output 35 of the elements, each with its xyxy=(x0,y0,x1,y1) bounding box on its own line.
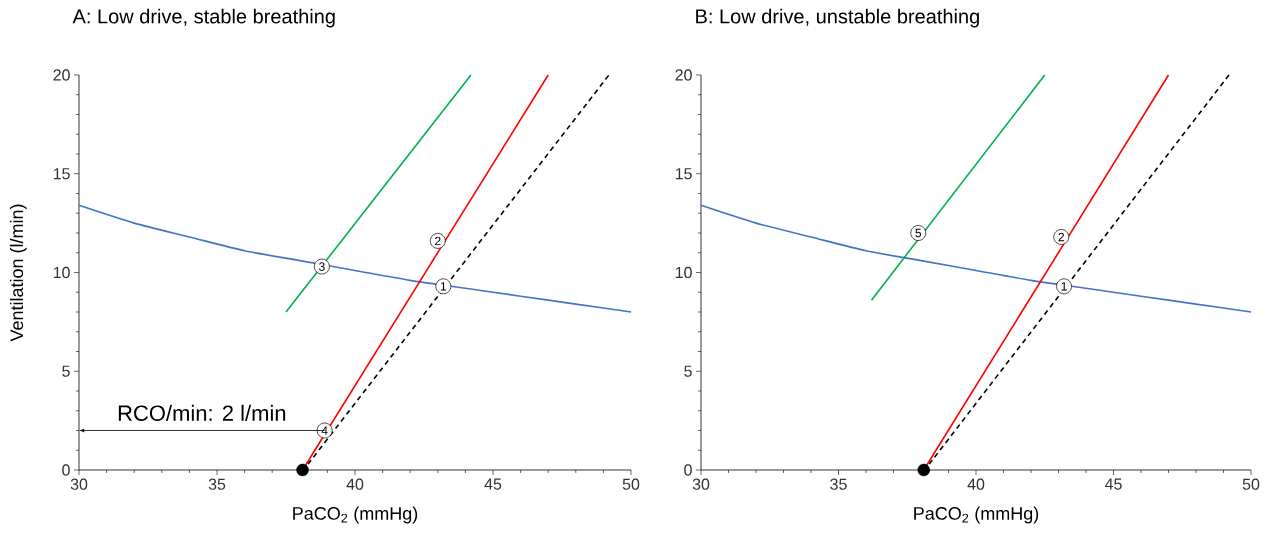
ref-line-label: RCO/min: 2 l/min xyxy=(118,404,286,421)
x-tick-label: 50 xyxy=(622,478,640,490)
y-tick-label: 5 xyxy=(62,365,70,377)
annotation: 1 xyxy=(440,282,447,291)
x-tick-label: 35 xyxy=(208,478,226,490)
annotation: 1 xyxy=(1061,282,1067,291)
chart-title: A: Low drive, stable breathing xyxy=(72,8,335,28)
x-tick-label: 45 xyxy=(1104,478,1122,490)
y-tick-label: 20 xyxy=(53,69,70,81)
y-tick-label: 5 xyxy=(684,365,692,377)
x-tick-label: 40 xyxy=(967,478,985,490)
y-tick-label: 0 xyxy=(62,464,70,476)
y-tick-label: 0 xyxy=(684,464,692,476)
annotation: 4 xyxy=(321,426,328,435)
chart-title: B: Low drive, unstable breathing xyxy=(696,8,979,28)
annotation: 3 xyxy=(319,262,325,271)
x-tick-label: 50 xyxy=(1242,478,1260,490)
line-series xyxy=(78,204,632,313)
x-tick-label: 35 xyxy=(830,478,847,490)
y-tick-label: 15 xyxy=(675,168,692,180)
x-tick-label: 30 xyxy=(70,478,88,490)
y-axis-title: Ventilation (l/min) xyxy=(9,204,27,342)
y-tick-label: 15 xyxy=(53,168,70,180)
x-axis-title: PaCO$_{2}$ (mmHg) xyxy=(914,506,1039,524)
y-tick-label: 20 xyxy=(675,69,692,81)
annotation: 5 xyxy=(915,228,922,238)
x-axis-title: PaCO$_{2}$ (mmHg) xyxy=(293,506,418,524)
line-series xyxy=(700,204,1252,313)
x-tick-label: 45 xyxy=(484,478,502,490)
x-tick-label: 40 xyxy=(346,478,364,490)
x-tick-label: 30 xyxy=(692,478,710,490)
annotation: 2 xyxy=(435,236,441,246)
y-tick-label: 10 xyxy=(675,266,692,279)
y-tick-label: 10 xyxy=(53,266,70,279)
annotation: 2 xyxy=(1058,232,1064,242)
